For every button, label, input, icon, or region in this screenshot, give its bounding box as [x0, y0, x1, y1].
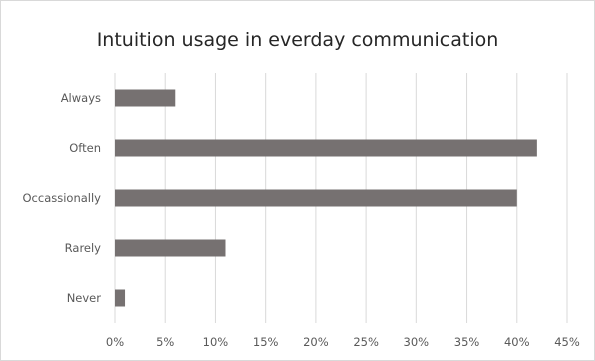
bar-rarely: [115, 239, 226, 257]
bar-occassionally: [115, 189, 517, 207]
x-tick-label: 40%: [504, 335, 530, 349]
y-category-label: Rarely: [65, 241, 102, 255]
x-tick-label: 0%: [106, 335, 124, 349]
x-tick-label: 10%: [203, 335, 229, 349]
x-tick-label: 5%: [156, 335, 174, 349]
bar-always: [115, 89, 176, 107]
x-tick-label: 45%: [554, 335, 580, 349]
bar-never: [115, 289, 126, 307]
x-tick-label: 20%: [303, 335, 329, 349]
chart-title: Intuition usage in everday communication: [96, 29, 499, 51]
bar-often: [115, 139, 537, 157]
x-tick-label: 30%: [404, 335, 430, 349]
y-category-label: Always: [61, 91, 101, 105]
x-tick-label: 25%: [353, 335, 379, 349]
y-category-label: Occassionally: [23, 191, 102, 205]
y-category-label: Often: [69, 141, 101, 155]
x-tick-label: 15%: [253, 335, 279, 349]
x-tick-label: 35%: [454, 335, 480, 349]
y-category-label: Never: [67, 291, 102, 305]
